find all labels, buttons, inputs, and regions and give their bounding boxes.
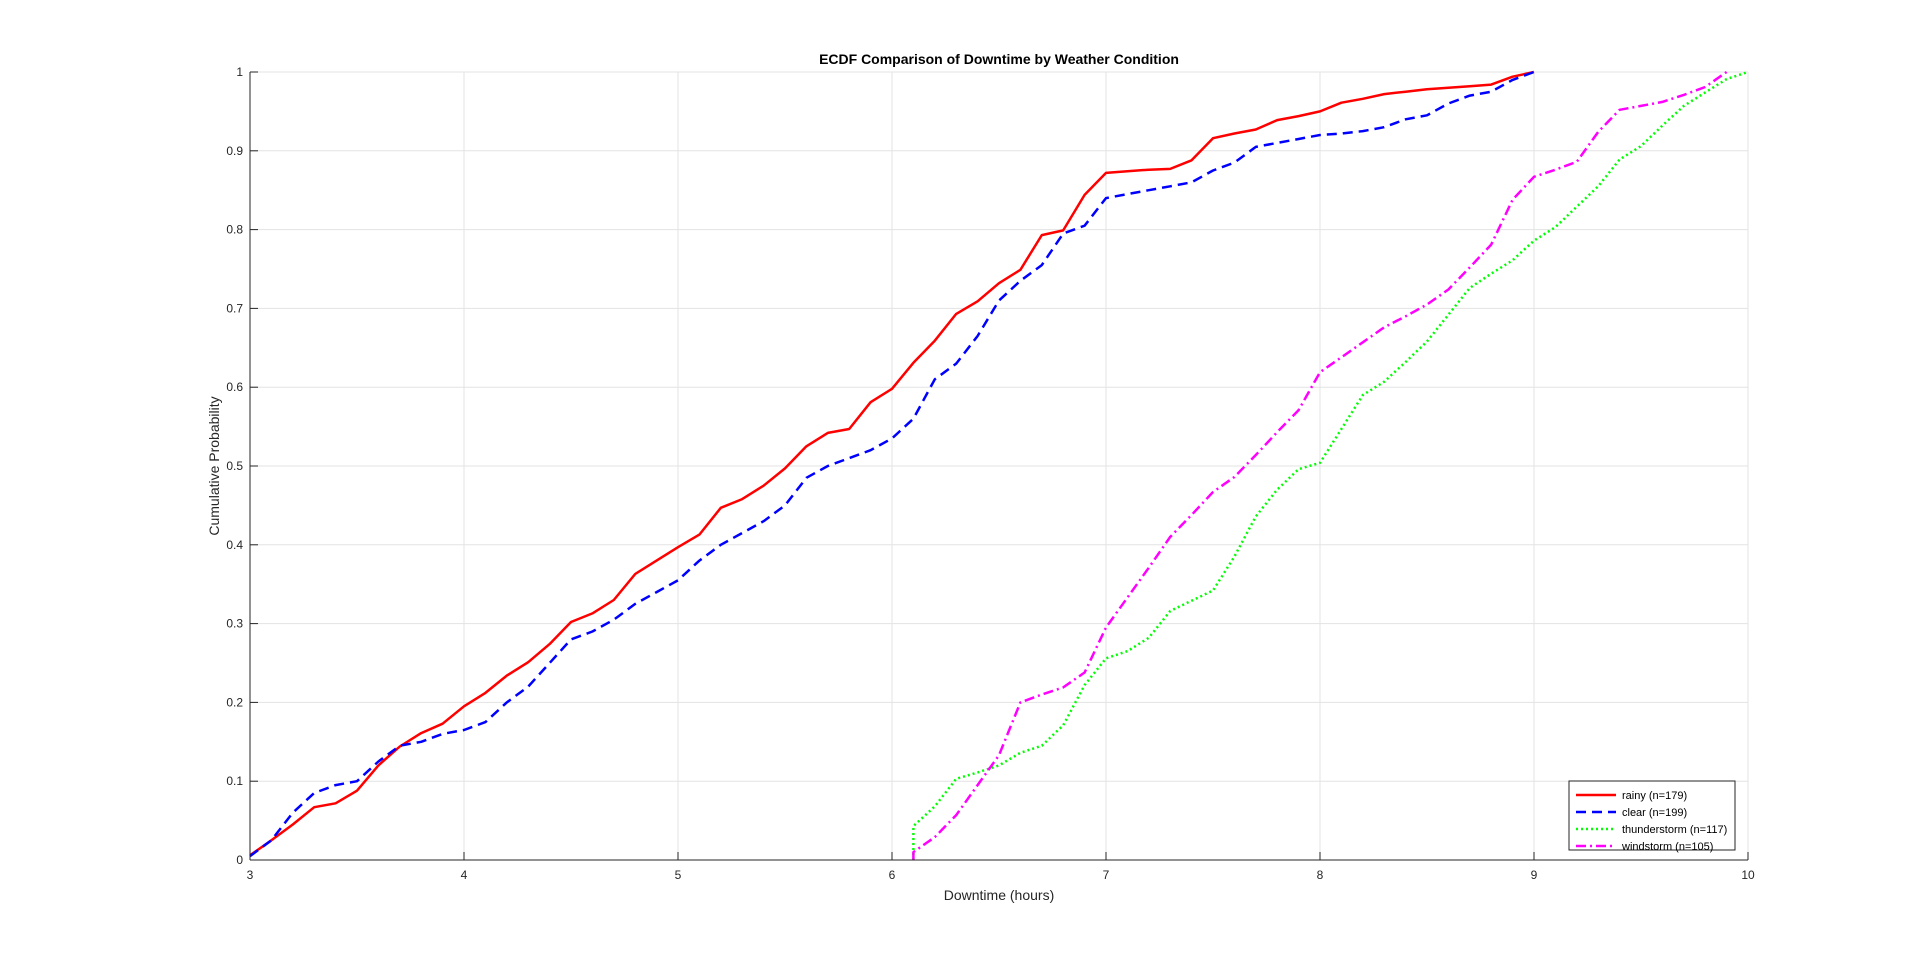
series-layer — [249, 70, 1749, 860]
y-tick-label: 0.3 — [226, 617, 243, 631]
y-tick-label: 1 — [236, 65, 243, 79]
x-tick-label: 6 — [889, 868, 896, 882]
x-tick-label: 7 — [1103, 868, 1110, 882]
x-tick-label: 10 — [1741, 868, 1755, 882]
legend-label-3: windstorm (n=105) — [1621, 841, 1713, 853]
chart-title: ECDF Comparison of Downtime by Weather C… — [819, 51, 1179, 67]
legend: rainy (n=179) clear (n=199) thunderstorm (… — [1568, 780, 1736, 853]
series-line-2 — [912, 70, 1749, 860]
x-axis-label: Downtime (hours) — [944, 887, 1054, 903]
y-tick-label: 0.2 — [226, 695, 243, 709]
tick-labels: 3 4 5 6 7 8 9 10 0 0.1 0.2 0.3 0.4 0.5 0.6 0.7 0.8 0.9 1 — [226, 65, 1755, 882]
x-tick-label: 3 — [247, 868, 254, 882]
x-tick-label: 8 — [1317, 868, 1324, 882]
y-tick-label: 0.5 — [226, 459, 243, 473]
legend-label-2: thunderstorm (n=117) — [1622, 824, 1727, 836]
x-tick-label: 4 — [461, 868, 468, 882]
y-tick-label: 0.4 — [226, 538, 243, 552]
legend-box — [1568, 780, 1736, 851]
x-tick-label: 5 — [675, 868, 682, 882]
series-line-1 — [249, 70, 1535, 858]
y-tick-label: 0 — [236, 853, 243, 867]
y-tick-label: 0.9 — [226, 144, 243, 158]
y-tick-label: 0.6 — [226, 380, 243, 394]
legend-label-1: clear (n=199) — [1622, 807, 1687, 819]
series-line-0 — [249, 70, 1535, 857]
x-tick-label: 9 — [1531, 868, 1538, 882]
y-axis-label: Cumulative Probability — [206, 396, 222, 535]
y-tick-label: 0.8 — [226, 223, 243, 237]
legend-label-0: rainy (n=179) — [1622, 790, 1687, 802]
axes — [249, 71, 1749, 861]
series-line-3 — [912, 70, 1728, 860]
y-tick-label: 0.7 — [226, 301, 243, 315]
y-tick-label: 0.1 — [226, 774, 243, 788]
